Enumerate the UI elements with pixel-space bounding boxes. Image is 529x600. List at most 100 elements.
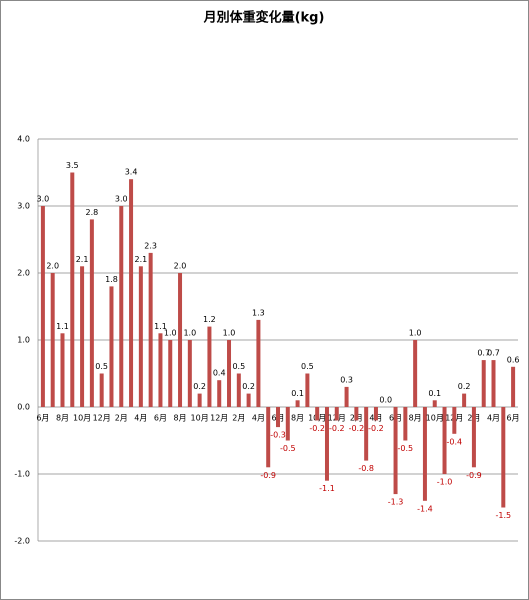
- value-label: 1.2: [203, 315, 216, 324]
- bar: [70, 172, 75, 407]
- value-label: 1.1: [154, 322, 167, 331]
- value-label: -0.2: [368, 424, 384, 433]
- y-tick-label: 0.0: [17, 403, 30, 412]
- value-label: 0.5: [95, 362, 108, 371]
- x-tick-label: 6月: [36, 414, 49, 423]
- bar: [40, 206, 45, 407]
- bar: [491, 360, 496, 407]
- value-label: 1.0: [183, 329, 196, 338]
- bar: [334, 407, 339, 421]
- x-tick-label: 10月: [191, 414, 209, 423]
- x-tick-label: 6月: [507, 414, 520, 423]
- bar: [50, 273, 55, 407]
- value-label: 3.0: [37, 195, 50, 204]
- bar: [89, 219, 94, 407]
- x-tick-label: 4月: [252, 414, 265, 423]
- chart-title: 月別体重変化量(kg): [203, 10, 325, 26]
- bar: [481, 360, 486, 407]
- value-label: 0.7: [487, 349, 500, 358]
- bar: [99, 373, 104, 407]
- bar: [60, 333, 65, 407]
- bar: [276, 407, 280, 428]
- value-label: -1.5: [496, 511, 512, 520]
- value-label: 2.0: [174, 262, 187, 271]
- value-label: -0.3: [270, 431, 286, 440]
- y-tick-label: -1.0: [14, 470, 30, 479]
- value-label: -0.9: [466, 471, 482, 480]
- value-label: 0.3: [340, 375, 353, 384]
- value-label: 0.2: [242, 382, 255, 391]
- value-label: 1.8: [105, 275, 118, 284]
- bar: [168, 340, 173, 407]
- bar: [422, 407, 427, 501]
- x-tick-label: 10月: [73, 414, 91, 423]
- bar: [452, 407, 457, 434]
- bar: [344, 386, 349, 407]
- bar: [393, 407, 398, 495]
- bar: [403, 407, 408, 441]
- bar: [511, 366, 516, 407]
- bar: [285, 407, 290, 441]
- value-label: 2.8: [86, 208, 99, 217]
- value-label: -0.5: [398, 444, 414, 453]
- x-tick-label: 10月: [426, 414, 444, 423]
- value-label: 0.1: [291, 389, 304, 398]
- bar: [442, 407, 447, 474]
- value-label: 0.5: [232, 362, 245, 371]
- bar: [187, 340, 192, 407]
- value-label: 0.5: [301, 362, 314, 371]
- value-label: 0.2: [193, 382, 206, 391]
- value-label: -1.0: [437, 478, 453, 487]
- value-label: 3.5: [66, 161, 79, 170]
- x-tick-label: 8月: [56, 414, 69, 423]
- value-label: 0.2: [458, 382, 471, 391]
- value-label: 2.3: [144, 241, 157, 250]
- bar: [109, 286, 114, 407]
- value-label: 2.1: [76, 255, 89, 264]
- x-tick-label: 4月: [487, 414, 500, 423]
- bar: [501, 407, 506, 508]
- bar: [217, 380, 222, 407]
- bar: [138, 266, 143, 407]
- value-label: -0.5: [280, 444, 296, 453]
- x-tick-label: 8月: [291, 414, 304, 423]
- value-label: 0.7: [477, 349, 490, 358]
- bar: [373, 407, 378, 421]
- value-label: 1.0: [164, 329, 177, 338]
- bar: [364, 407, 369, 461]
- bar: [80, 266, 85, 407]
- value-label: 3.0: [115, 195, 128, 204]
- value-label: -0.2: [349, 424, 365, 433]
- x-tick-label: 8月: [409, 414, 422, 423]
- value-label: -0.4: [447, 437, 463, 446]
- bar: [227, 340, 232, 407]
- y-tick-label: 3.0: [17, 202, 30, 211]
- bar: [266, 407, 271, 468]
- value-label: 1.0: [409, 329, 422, 338]
- x-tick-label: 2月: [115, 414, 128, 423]
- value-label: 2.0: [46, 262, 59, 271]
- bar: [158, 333, 163, 407]
- y-tick-label: 4.0: [17, 135, 30, 144]
- x-tick-label: 12月: [210, 414, 228, 423]
- y-tick-label: -2.0: [14, 537, 30, 546]
- value-label: -0.8: [358, 464, 374, 473]
- bar: [315, 407, 320, 421]
- value-label: 0.1: [428, 389, 441, 398]
- value-label: -1.3: [388, 498, 404, 507]
- value-label: 3.4: [125, 168, 138, 177]
- bar: [207, 326, 212, 407]
- value-label: 2.1: [134, 255, 147, 264]
- value-label: 1.1: [56, 322, 69, 331]
- value-label: -1.4: [417, 504, 433, 513]
- bar: [471, 407, 476, 468]
- bar: [295, 400, 300, 407]
- value-label: 1.0: [223, 329, 236, 338]
- y-tick-label: 2.0: [17, 269, 30, 278]
- value-label: 0.4: [213, 369, 226, 378]
- bar: [256, 319, 261, 407]
- x-tick-label: 2月: [232, 414, 245, 423]
- value-label: 1.3: [252, 308, 265, 317]
- x-tick-label: 8月: [173, 414, 186, 423]
